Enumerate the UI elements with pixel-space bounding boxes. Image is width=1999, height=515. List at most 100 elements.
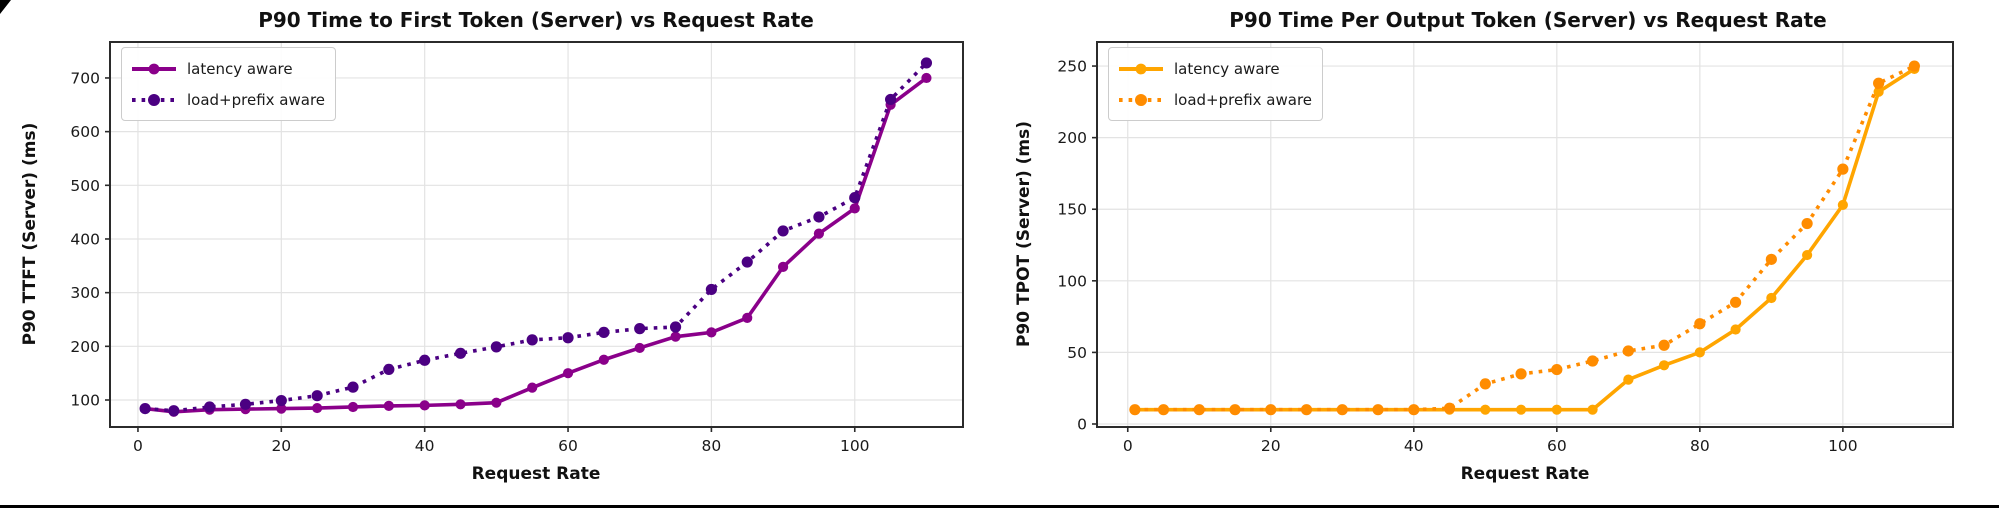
y-tick-label: 500 [70, 177, 100, 195]
x-tick-label: 0 [1123, 437, 1133, 455]
data-point-marker [526, 334, 538, 346]
x-tick-label: 0 [133, 437, 143, 455]
data-point-marker [705, 283, 718, 296]
data-point-marker [275, 394, 287, 407]
x-tick-label: 100 [1828, 437, 1858, 455]
legend-label: load+prefix aware [187, 90, 326, 109]
data-point-marker [849, 192, 861, 204]
y-tick-label: 250 [1057, 58, 1087, 76]
legend-label: load+prefix aware [1174, 90, 1313, 109]
tpot-chart-figure: P90 Time Per Output Token (Server) vs Re… [1000, 0, 1999, 500]
bottom-divider-rule [0, 505, 1999, 508]
data-point-marker [276, 403, 287, 414]
data-point-marker [1193, 404, 1205, 416]
data-point-marker [1873, 86, 1884, 97]
legend-entry-load-prefix-aware: load+prefix aware [130, 84, 325, 115]
data-point-marker [921, 72, 932, 84]
data-point-marker [454, 347, 467, 359]
data-point-marker [1837, 163, 1849, 175]
plot-border [1096, 41, 1954, 428]
data-point-marker [1694, 347, 1705, 358]
data-point-marker [1515, 404, 1527, 415]
solid-line-marker-icon [132, 63, 176, 74]
data-point-marker [347, 401, 359, 413]
data-point-marker [1623, 374, 1634, 385]
y-tick-label: 400 [70, 230, 100, 248]
data-point-marker [1479, 378, 1491, 390]
data-point-marker [1908, 60, 1920, 72]
y-tick-label: 100 [1057, 272, 1087, 290]
dotted-line-marker-icon [132, 93, 176, 106]
legend-marker-sample [148, 93, 160, 106]
data-point-marker [741, 256, 753, 268]
data-point-marker [777, 225, 789, 237]
data-point-marker [669, 321, 682, 333]
data-point-marker [1587, 404, 1598, 415]
y-tick-label: 100 [70, 392, 100, 410]
data-point-marker [777, 261, 789, 272]
x-tick-label: 40 [415, 437, 435, 455]
data-point-marker [1372, 404, 1384, 416]
data-point-marker [813, 228, 825, 239]
data-point-marker [455, 399, 466, 410]
legend-entry-latency-aware: latency aware [1117, 53, 1312, 84]
y-tick-label: 600 [70, 123, 100, 141]
data-point-marker [1129, 404, 1141, 416]
legend-entry-latency-aware: latency aware [130, 53, 325, 84]
data-point-marker [1730, 324, 1741, 335]
ttft-chart-title: P90 Time to First Token (Server) vs Requ… [258, 8, 814, 32]
legend-label: latency aware [1174, 59, 1280, 78]
y-tick-label: 300 [70, 284, 100, 302]
ttft-chart-figure: P90 Time to First Token (Server) vs Requ… [0, 0, 1000, 500]
x-tick-label: 100 [840, 437, 870, 455]
data-point-marker [347, 381, 359, 393]
data-point-marker [1336, 404, 1348, 416]
x-tick-label: 20 [271, 437, 291, 455]
x-tick-label: 80 [702, 437, 722, 455]
data-point-marker [1801, 217, 1813, 230]
data-point-marker [527, 382, 538, 393]
data-point-marker [813, 211, 825, 223]
legend-entry-load-prefix-aware: load+prefix aware [1117, 84, 1312, 115]
data-point-marker [139, 402, 151, 415]
ttft-plot-area: 0 20 40 60 80 100 100 200 300 400 500 600 700 [70, 41, 964, 455]
data-point-marker [1765, 253, 1777, 265]
data-point-marker [1300, 404, 1313, 416]
data-point-marker [490, 341, 502, 353]
data-point-marker [311, 390, 323, 402]
data-point-marker [634, 342, 645, 354]
x-tick-label: 60 [1547, 437, 1567, 455]
data-point-marker [562, 368, 574, 379]
y-tick-label: 200 [1057, 129, 1087, 147]
x-tick-label: 60 [558, 437, 578, 455]
legend-marker-sample [1135, 93, 1147, 106]
data-point-marker [1443, 402, 1456, 414]
data-point-marker [491, 397, 502, 408]
data-point-marker [849, 203, 860, 214]
data-point-marker [204, 401, 216, 413]
data-point-marker [383, 363, 395, 376]
ttft-x-axis-label: Request Rate [471, 464, 601, 484]
data-point-marker [383, 400, 394, 412]
data-point-marker [634, 323, 646, 335]
data-point-marker [1766, 292, 1777, 304]
data-point-marker [598, 354, 609, 365]
data-point-marker [562, 332, 574, 344]
data-point-marker [419, 400, 430, 411]
solid-line-marker-icon [1119, 63, 1163, 74]
data-point-marker [1551, 404, 1562, 415]
x-tick-label: 40 [1404, 437, 1424, 455]
data-point-marker [1480, 404, 1491, 415]
x-tick-label: 80 [1690, 437, 1710, 455]
y-tick-label: 200 [70, 338, 100, 356]
y-tick-label: 50 [1067, 344, 1087, 362]
data-point-marker [1229, 404, 1241, 416]
data-point-marker [920, 57, 933, 69]
data-point-marker [885, 93, 897, 106]
legend-label: latency aware [187, 59, 293, 78]
data-point-marker [312, 402, 323, 414]
data-point-marker [1408, 404, 1420, 416]
plot-border [109, 41, 964, 428]
data-point-marker [1802, 249, 1813, 261]
